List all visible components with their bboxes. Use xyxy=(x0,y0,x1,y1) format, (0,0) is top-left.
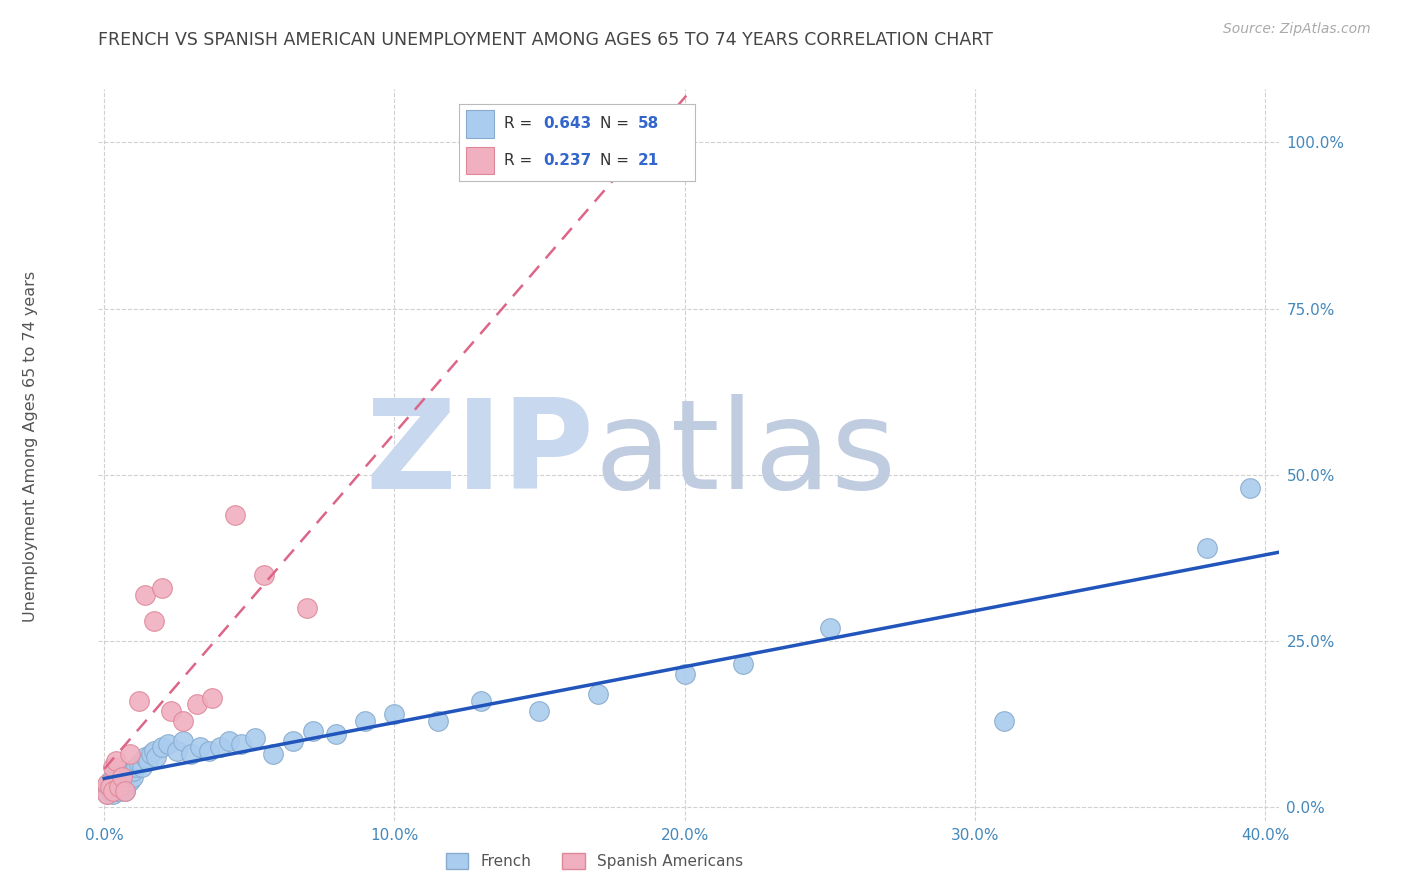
Point xyxy=(131,760,153,774)
Point xyxy=(134,750,156,764)
Point xyxy=(107,780,129,795)
Point xyxy=(160,704,183,718)
Point xyxy=(125,760,148,774)
Point xyxy=(673,667,696,681)
Point xyxy=(818,621,841,635)
Point xyxy=(200,690,222,705)
Point xyxy=(104,777,127,791)
Text: ZIP: ZIP xyxy=(366,394,595,516)
Point xyxy=(111,780,134,795)
Point xyxy=(172,734,194,748)
Point xyxy=(107,771,129,785)
Point xyxy=(218,734,240,748)
Point xyxy=(111,771,134,785)
Point xyxy=(128,757,150,772)
Point xyxy=(136,754,159,768)
Point xyxy=(98,780,121,795)
Point xyxy=(731,657,754,672)
Point xyxy=(114,783,136,797)
Point xyxy=(188,740,211,755)
Point xyxy=(98,783,121,797)
Point xyxy=(120,747,142,761)
Point xyxy=(104,767,127,781)
Point xyxy=(114,783,136,797)
Point xyxy=(281,734,304,748)
Point xyxy=(96,787,118,801)
Point xyxy=(172,714,194,728)
Point xyxy=(128,694,150,708)
Point xyxy=(122,771,145,785)
Point xyxy=(120,773,142,788)
Point xyxy=(101,780,124,795)
Point xyxy=(586,687,609,701)
Point xyxy=(157,737,180,751)
Point xyxy=(117,767,139,781)
Point xyxy=(98,773,121,788)
Point xyxy=(150,740,173,755)
Point xyxy=(145,750,167,764)
Point xyxy=(426,714,449,728)
Text: FRENCH VS SPANISH AMERICAN UNEMPLOYMENT AMONG AGES 65 TO 74 YEARS CORRELATION CH: FRENCH VS SPANISH AMERICAN UNEMPLOYMENT … xyxy=(98,31,993,49)
Point xyxy=(134,588,156,602)
Point xyxy=(229,737,252,751)
Point xyxy=(302,723,325,738)
Point xyxy=(101,773,124,788)
Text: atlas: atlas xyxy=(595,394,897,516)
Point xyxy=(117,777,139,791)
Point xyxy=(209,740,232,755)
Point xyxy=(139,747,162,761)
Point xyxy=(180,747,202,761)
Point xyxy=(111,773,134,788)
Point xyxy=(104,783,127,797)
Point xyxy=(325,727,347,741)
Point xyxy=(262,747,284,761)
Point xyxy=(297,600,319,615)
Text: Unemployment Among Ages 65 to 74 years: Unemployment Among Ages 65 to 74 years xyxy=(24,270,38,622)
Point xyxy=(224,508,246,522)
Point xyxy=(166,744,188,758)
Point xyxy=(1239,481,1261,495)
Point xyxy=(470,694,492,708)
Point xyxy=(142,614,165,628)
Point xyxy=(104,754,127,768)
Point xyxy=(150,581,173,595)
Point xyxy=(354,714,377,728)
Text: Source: ZipAtlas.com: Source: ZipAtlas.com xyxy=(1223,22,1371,37)
Point xyxy=(96,780,118,795)
Point xyxy=(1195,541,1218,555)
Point xyxy=(253,567,276,582)
Point xyxy=(243,731,266,745)
Point xyxy=(993,714,1015,728)
Point xyxy=(529,704,551,718)
Point xyxy=(107,783,129,797)
Point xyxy=(384,707,406,722)
Point xyxy=(98,777,121,791)
Point xyxy=(107,777,129,791)
Point xyxy=(114,771,136,785)
Point xyxy=(142,744,165,758)
Legend: French, Spanish Americans: French, Spanish Americans xyxy=(440,847,749,875)
Point xyxy=(101,787,124,801)
Point xyxy=(122,764,145,778)
Point xyxy=(96,787,118,801)
Point xyxy=(186,698,208,712)
Point xyxy=(96,777,118,791)
Point xyxy=(101,783,124,797)
Point xyxy=(101,760,124,774)
Point xyxy=(197,744,219,758)
